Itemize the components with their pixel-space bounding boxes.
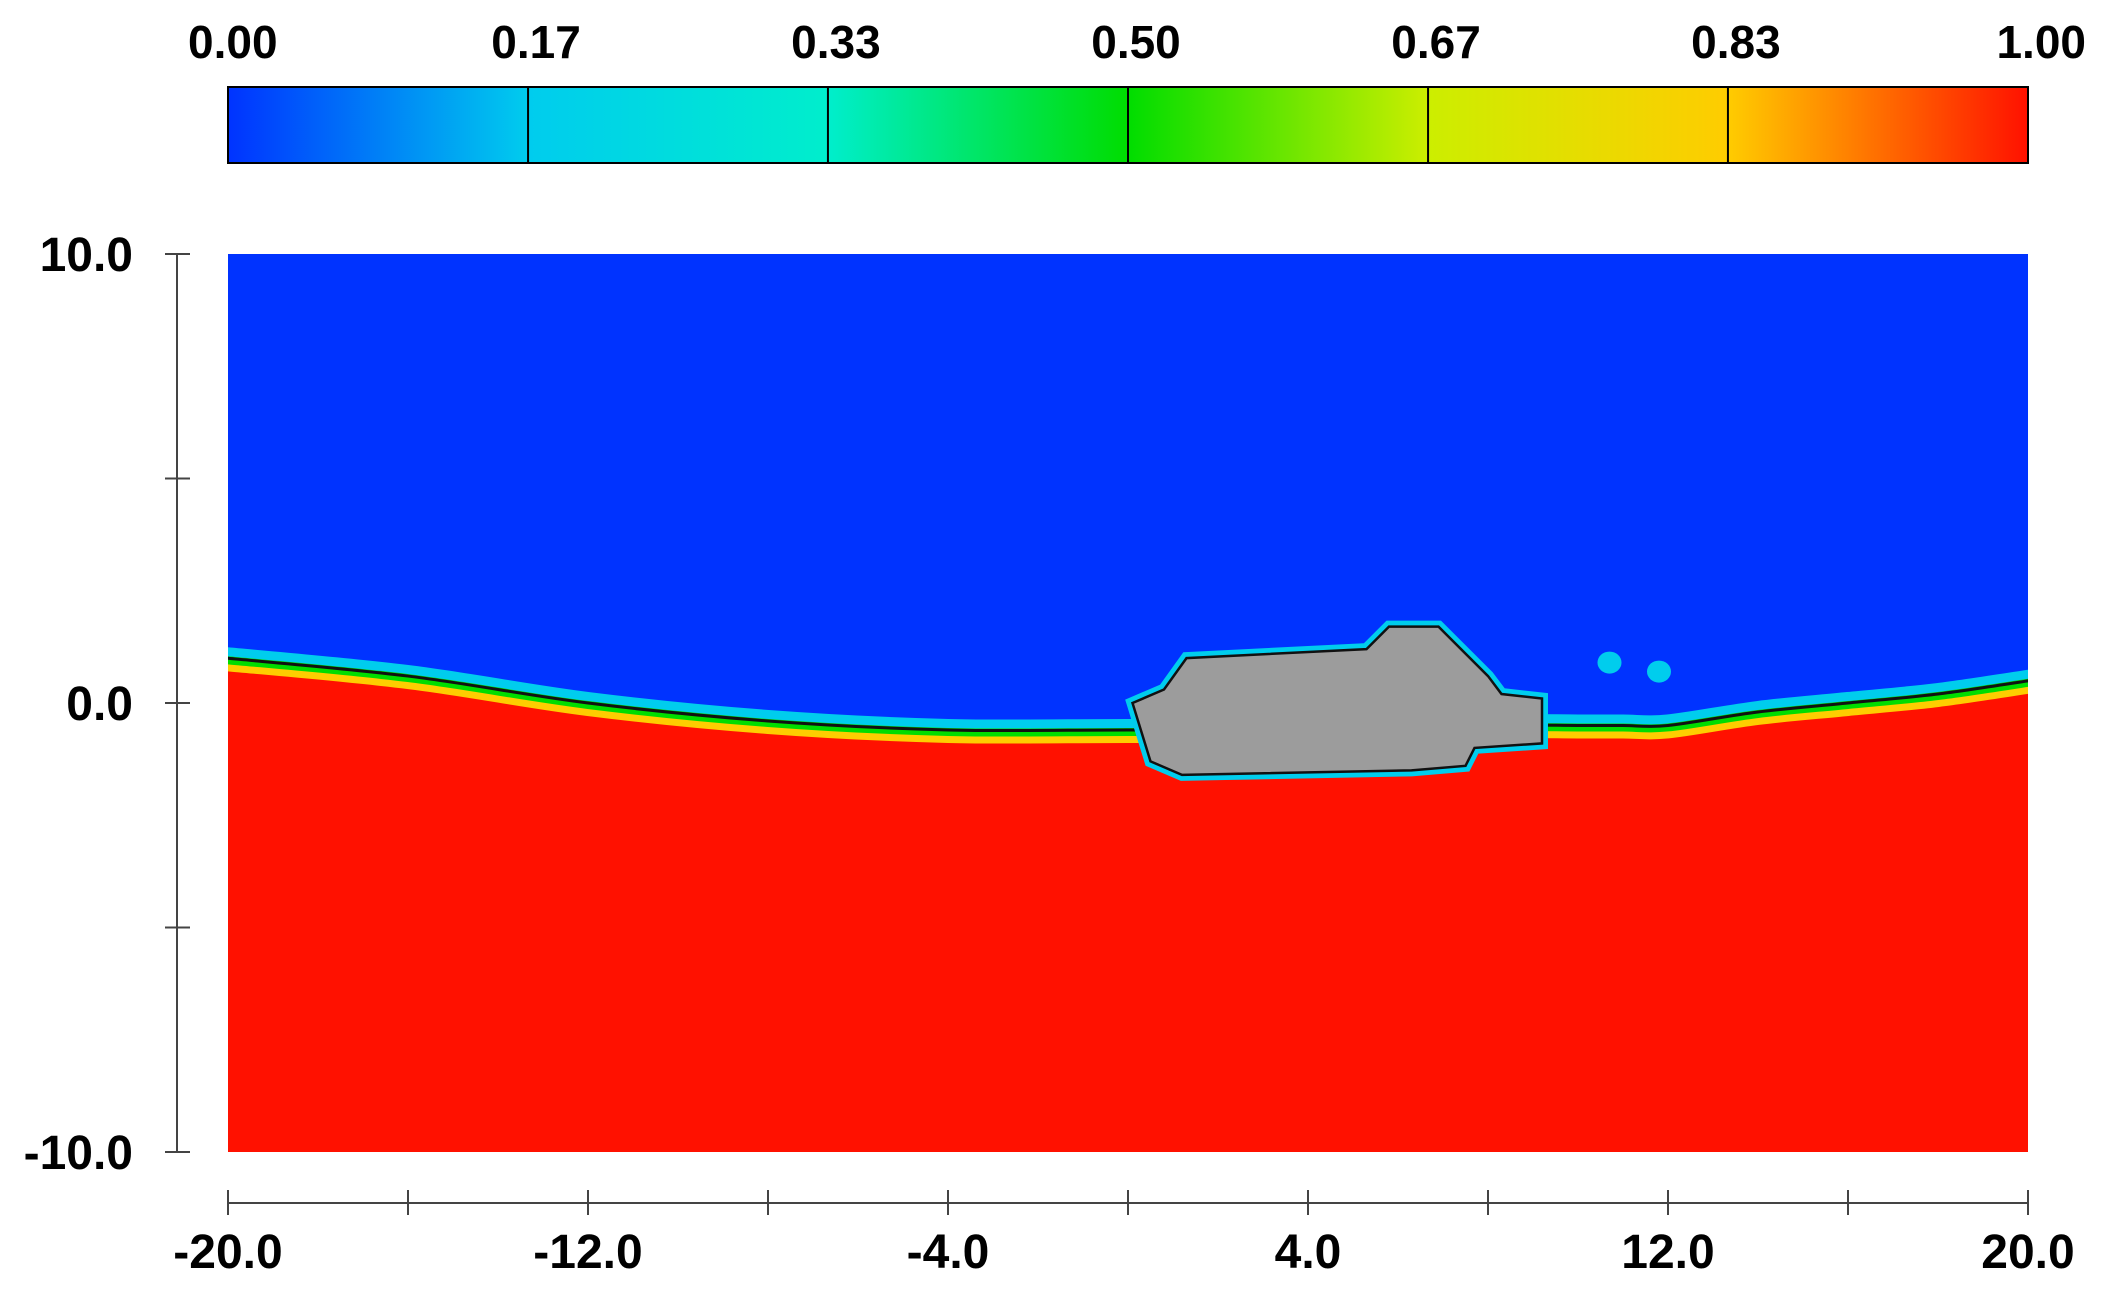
colorbar-tick-label: 0.17 (491, 16, 581, 68)
plot-area (228, 254, 2028, 1152)
y-tick-label: 0.0 (66, 678, 133, 731)
x-tick-label: -12.0 (533, 1226, 642, 1279)
colorbar-ticks (527, 87, 1729, 163)
spray-droplet (1647, 660, 1671, 683)
x-tick-label: 4.0 (1275, 1226, 1342, 1279)
y-axis-tick-labels: 10.0 0.0 -10.0 (24, 229, 133, 1180)
y-tick-label: 10.0 (40, 229, 133, 282)
spray-droplets (1597, 651, 1671, 683)
floating-body (1130, 625, 1544, 777)
water-region (228, 658, 2028, 1152)
spray-droplet (1597, 651, 1622, 674)
x-tick-label: 20.0 (1981, 1226, 2074, 1279)
colorbar-tick-label: 0.50 (1091, 16, 1181, 68)
x-tick-label: 12.0 (1621, 1226, 1714, 1279)
colorbar-tick-label: 0.67 (1391, 16, 1481, 68)
colorbar-tick-label: 0.33 (791, 16, 881, 68)
y-axis-ticks (165, 253, 190, 1153)
colorbar-tick-label: 1.00 (1996, 16, 2086, 68)
colorbar-tick-label: 0.00 (188, 16, 278, 68)
y-tick-label: -10.0 (24, 1127, 133, 1180)
x-tick-label: -4.0 (907, 1226, 990, 1279)
x-axis-tick-labels: -20.0 -12.0 -4.0 4.0 12.0 20.0 (173, 1226, 2074, 1279)
x-tick-label: -20.0 (173, 1226, 282, 1279)
x-axis: -20.0 -12.0 -4.0 4.0 12.0 20.0 (173, 1190, 2075, 1279)
colorbar-tick-labels: 0.00 0.17 0.33 0.50 0.67 0.83 1.00 (188, 16, 2086, 68)
y-axis: 10.0 0.0 -10.0 (24, 229, 190, 1180)
x-axis-ticks (227, 1190, 2029, 1215)
colorbar-tick-label: 0.83 (1691, 16, 1781, 68)
colorbar: 0.00 0.17 0.33 0.50 0.67 0.83 1.00 (188, 16, 2086, 164)
